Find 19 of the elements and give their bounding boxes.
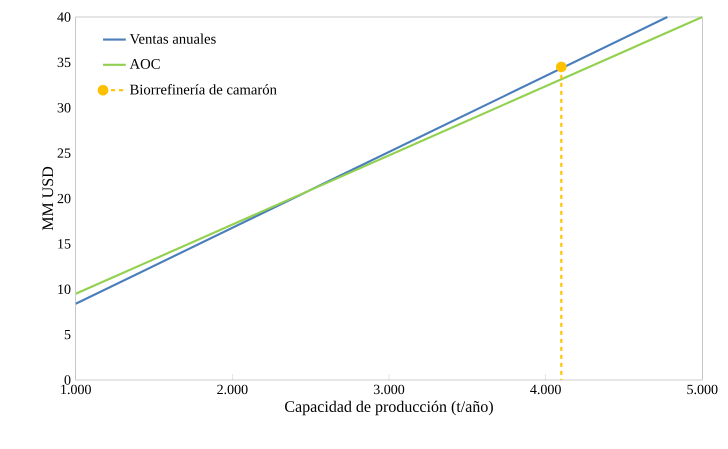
x-tick-label: 3.000 [374,384,404,394]
y-tick-label: 20 [58,194,70,204]
x-axis-title: Capacidad de producción (t/año) [285,400,493,416]
legend-label: Ventas anuales [130,34,216,44]
legend-label: AOC [130,59,160,69]
y-tick-label: 15 [58,239,70,249]
x-tick-label: 2.000 [217,384,248,394]
legend-label: Biorrefinería de camarón [130,84,277,95]
y-tick-label: 5 [64,330,70,340]
y-axis-title: MM USD [42,166,54,230]
x-tick-label: 1.000 [61,384,91,394]
x-tick-label: 4.000 [530,384,561,394]
y-tick-label: 10 [58,284,70,294]
y-tick-label: 40 [57,12,70,22]
y-tick-label: 35 [58,58,70,68]
x-tick-label: 5.000 [687,384,718,394]
y-tick-label: 25 [58,148,70,158]
y-tick-label: 0 [64,375,70,385]
y-tick-label: 30 [58,103,70,112]
